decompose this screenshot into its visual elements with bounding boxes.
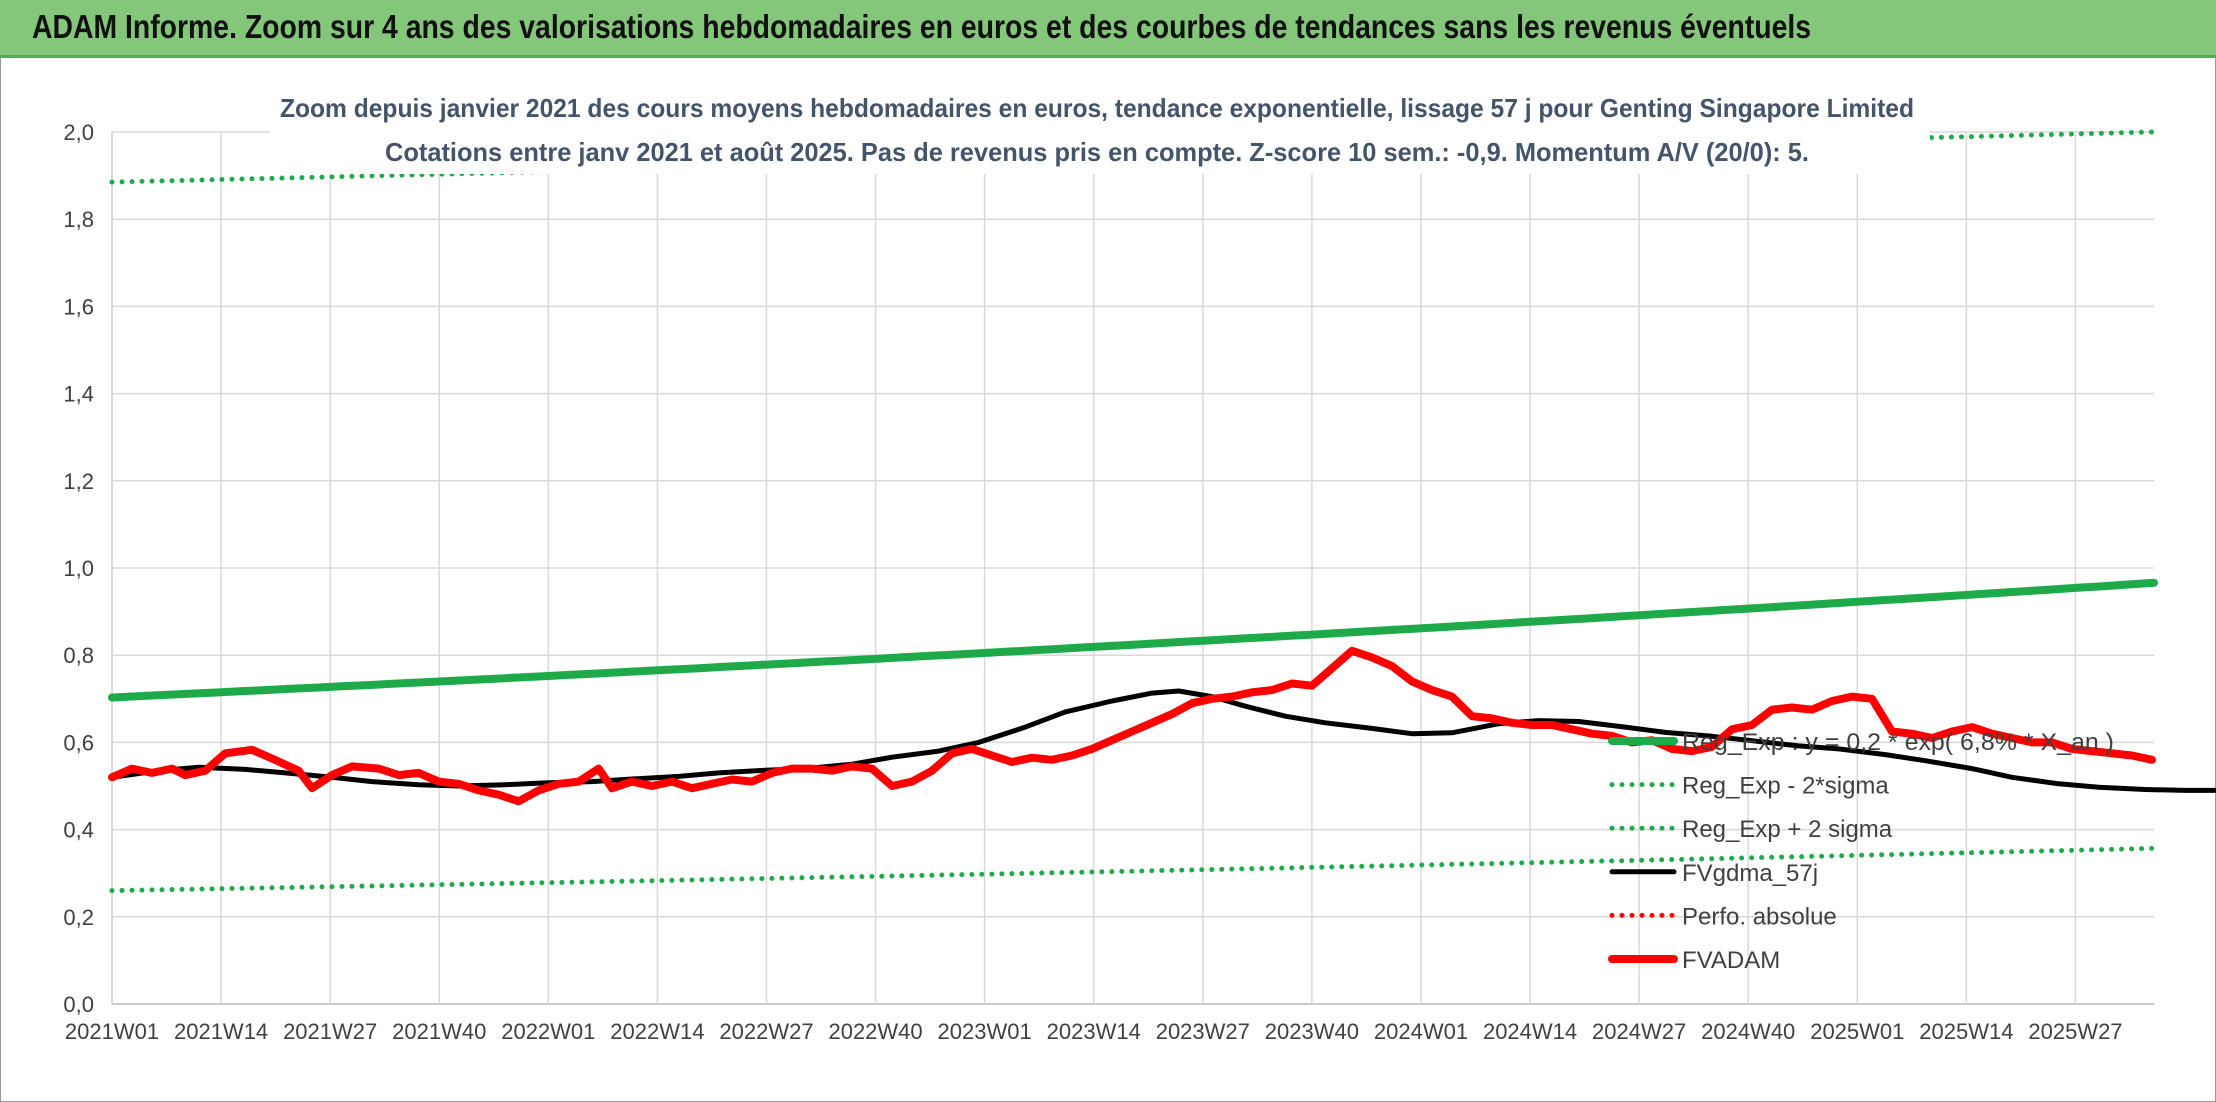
series-line [108,646,2156,806]
y-tick-label: 0,6 [63,730,94,755]
x-tick-label: 2023W40 [1265,1019,1359,1044]
chart-subtitle: Cotations entre janv 2021 et août 2025. … [385,137,1809,167]
legend-label: FVADAM [1682,947,1780,974]
y-tick-label: 0,4 [63,818,94,843]
legend-label: Perfo. absolue [1682,903,1837,930]
x-tick-label: 2023W01 [938,1019,1032,1044]
series-line [109,845,2157,894]
y-tick-label: 1,4 [63,382,94,407]
legend: Reg_Exp : y = 0,2 * exp( 6,8% * X_an ) Re… [1608,729,2114,974]
x-tick-label: 2021W40 [392,1019,486,1044]
x-tick-label: 2023W14 [1047,1019,1141,1044]
x-tick-label: 2022W01 [501,1019,595,1044]
x-tick-label: 2025W27 [2028,1019,2122,1044]
legend-label: Reg_Exp : y = 0,2 * exp( 6,8% * X_an ) [1682,729,2114,756]
y-tick-label: 1,6 [63,294,94,319]
y-tick-label: 1,2 [63,469,94,494]
title-backdrop [270,82,1930,174]
series-layer [108,129,2216,894]
grid-layer [111,131,2154,1005]
x-tick-label: 2021W01 [65,1019,159,1044]
legend-label: Reg_Exp - 2*sigma [1682,773,1889,800]
x-tick-label: 2022W27 [719,1019,813,1044]
header-bar: ADAM Informe. Zoom sur 4 ans des valoris… [0,0,2216,58]
header-title: ADAM Informe. Zoom sur 4 ans des valoris… [32,8,1812,45]
y-tick-label: 0,0 [63,992,94,1017]
legend-label: Reg_Exp + 2 sigma [1682,816,1893,843]
x-tick-label: 2023W27 [1156,1019,1250,1044]
legend-label: FVgdma_57j [1682,860,1818,887]
x-tick-label: 2024W27 [1592,1019,1686,1044]
y-tick-label: 2,0 [63,120,94,145]
series-line [108,578,2158,702]
x-tick-label: 2021W14 [174,1019,268,1044]
x-tick-label: 2025W14 [1919,1019,2013,1044]
x-tick-label: 2024W40 [1701,1019,1795,1044]
chart-titles: Zoom depuis janvier 2021 des cours moyen… [270,82,1930,174]
x-axis: 2021W01 2021W14 2021W27 2021W40 2022W01 2022W… [65,1019,2123,1044]
x-tick-label: 2022W40 [828,1019,922,1044]
x-tick-label: 2025W01 [1810,1019,1904,1044]
x-tick-label: 2024W14 [1483,1019,1577,1044]
x-tick-label: 2021W27 [283,1019,377,1044]
y-tick-label: 0,8 [63,643,94,668]
y-tick-label: 1,0 [63,556,94,581]
x-tick-label: 2024W01 [1374,1019,1468,1044]
y-tick-label: 0,2 [63,905,94,930]
x-tick-label: 2022W14 [610,1019,704,1044]
y-axis: 0,0 0,2 0,4 0,6 0,8 1,0 1,2 1,4 1,6 1,8 2,0 [63,120,94,1017]
chart-title: Zoom depuis janvier 2021 des cours moyen… [280,93,1914,123]
y-tick-label: 1,8 [63,207,94,232]
